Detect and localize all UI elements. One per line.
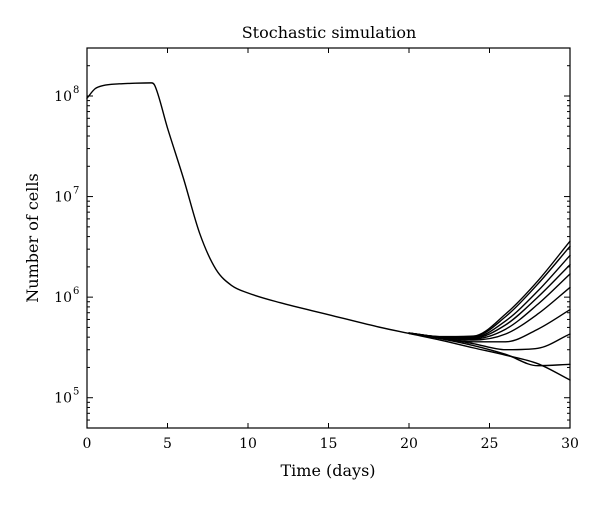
y-tick-label-base: 10 bbox=[54, 190, 72, 206]
y-tick-label-base: 10 bbox=[54, 89, 72, 105]
series-line-1 bbox=[86, 82, 571, 381]
y-axis-label: Number of cells bbox=[23, 173, 42, 302]
x-tick-label: 5 bbox=[163, 436, 172, 452]
x-tick-label: 10 bbox=[239, 436, 257, 452]
axis-ticks bbox=[86, 48, 571, 428]
y-tick-label-exponent: 8 bbox=[73, 85, 79, 96]
x-axis-label: Time (days) bbox=[280, 461, 375, 480]
x-tick-label: 0 bbox=[83, 436, 92, 452]
x-tick-labels: 0 5 10 15 20 25 30 bbox=[83, 436, 579, 452]
series-line-10 bbox=[408, 240, 571, 338]
y-tick-label: 10 8 bbox=[54, 85, 79, 105]
x-tick-label: 30 bbox=[561, 436, 579, 452]
chart-title: Stochastic simulation bbox=[242, 23, 417, 42]
x-tick-label: 25 bbox=[481, 436, 499, 452]
y-tick-label-base: 10 bbox=[54, 290, 72, 306]
x-tick-label: 15 bbox=[320, 436, 338, 452]
series-line-9 bbox=[408, 245, 571, 338]
plot-frame bbox=[86, 47, 571, 429]
x-tick-label: 20 bbox=[400, 436, 418, 452]
series-group bbox=[86, 82, 571, 381]
y-tick-label-exponent: 5 bbox=[73, 387, 79, 398]
y-tick-label-base: 10 bbox=[54, 391, 72, 407]
y-tick-label: 10 7 bbox=[54, 186, 79, 206]
y-tick-label-exponent: 6 bbox=[73, 286, 79, 297]
y-tick-label: 10 6 bbox=[54, 286, 79, 306]
y-tick-label: 10 5 bbox=[54, 387, 79, 407]
y-tick-label-exponent: 7 bbox=[73, 186, 79, 197]
